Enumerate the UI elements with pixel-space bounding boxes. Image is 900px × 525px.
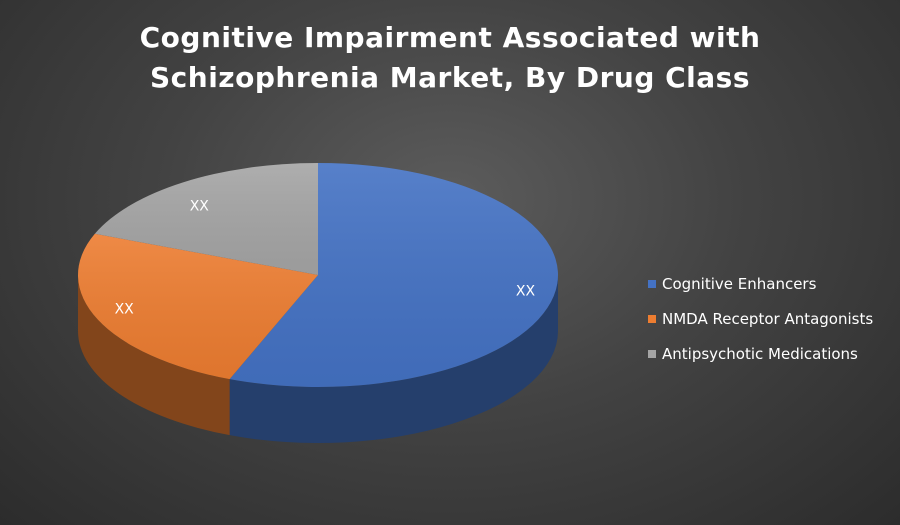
pie-side-cognitive-enhancers: [229, 275, 559, 444]
legend-swatch: [648, 279, 656, 288]
legend-swatch: [648, 349, 656, 358]
legend-label: NMDA Receptor Antagonists: [662, 309, 874, 328]
legend-label: Cognitive Enhancers: [662, 274, 817, 293]
data-label-nmda-receptor-antagonists: XX: [115, 301, 135, 317]
data-label-cognitive-enhancers: XX: [516, 284, 536, 300]
legend-item-cognitive-enhancers: Cognitive Enhancers: [648, 266, 873, 301]
chart-title: Cognitive Impairment Associated with Sch…: [0, 18, 900, 98]
legend-label: Antipsychotic Medications: [662, 344, 858, 363]
legend: Cognitive Enhancers NMDA Receptor Antago…: [648, 266, 873, 371]
pie-side-nmda-receptor-antagonists: [78, 275, 230, 436]
legend-swatch: [648, 314, 656, 323]
legend-item-nmda-receptor-antagonists: NMDA Receptor Antagonists: [648, 301, 873, 336]
data-label-antipsychotic-medications: XX: [190, 199, 210, 215]
chart-title-line-1: Cognitive Impairment Associated with: [139, 21, 761, 54]
pie-slice-highlight: [77, 233, 318, 380]
chart-title-line-2: Schizophrenia Market, By Drug Class: [150, 61, 750, 94]
pie-slice-highlight: [229, 163, 558, 387]
pie-slice-highlight: [94, 163, 319, 275]
legend-item-antipsychotic-medications: Antipsychotic Medications: [648, 336, 873, 371]
